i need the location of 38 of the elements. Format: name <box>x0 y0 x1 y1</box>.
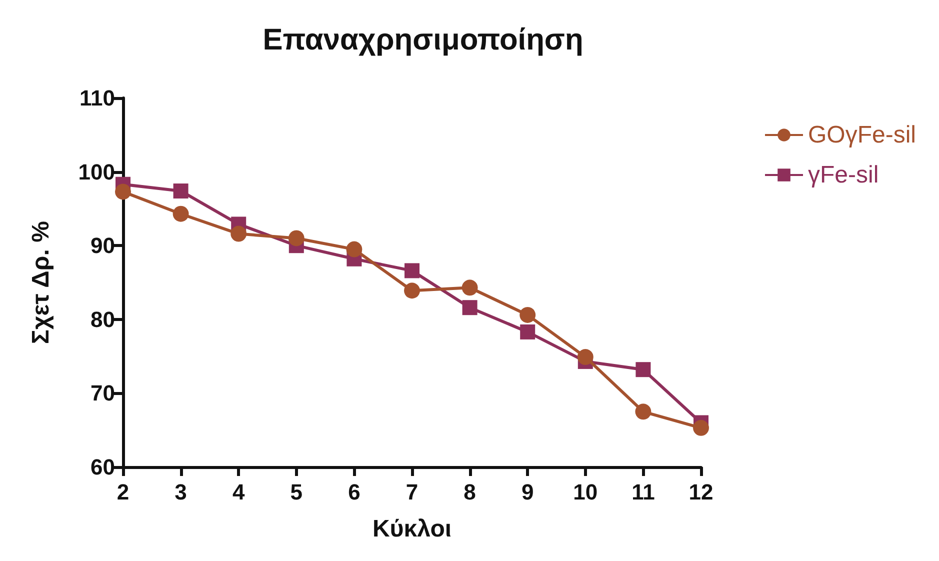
point <box>230 226 247 242</box>
point <box>462 280 478 296</box>
x-tick-label: 3 <box>174 480 187 504</box>
point <box>173 183 188 198</box>
point <box>404 282 420 299</box>
point <box>693 420 709 436</box>
x-tick-label: 5 <box>290 480 303 504</box>
point <box>288 230 304 246</box>
x-tick-label: 2 <box>116 480 130 504</box>
y-axis-title: Σχετ Δρ. % <box>28 221 54 344</box>
chart-title: Επαναχρησιμοποίηση <box>262 24 584 56</box>
point <box>520 306 536 323</box>
point <box>636 362 651 378</box>
y-tick-label: 80 <box>90 306 115 332</box>
point <box>520 324 536 340</box>
point <box>404 263 420 278</box>
point <box>635 404 652 420</box>
y-tick-label: 70 <box>90 380 115 406</box>
x-axis-title: Κύκλοι <box>372 516 452 542</box>
point <box>115 184 131 200</box>
legend-label: γFe-sil <box>808 162 879 188</box>
y-tick-label: 110 <box>80 86 115 110</box>
y-tick-label: 60 <box>90 454 115 480</box>
x-tick-label: 10 <box>573 480 598 504</box>
legend-label: GOγFe-sil <box>808 122 916 148</box>
x-tick-label: 4 <box>232 480 246 504</box>
x-tick-label: 12 <box>688 480 714 504</box>
point <box>462 300 478 316</box>
y-tick-label: 100 <box>78 159 115 184</box>
point <box>172 206 189 222</box>
x-tick-label: 9 <box>521 480 534 504</box>
y-tick-label: 90 <box>90 233 115 258</box>
x-tick-label: 11 <box>632 480 655 504</box>
point <box>346 241 362 258</box>
point <box>577 349 594 366</box>
x-tick-label: 8 <box>464 480 476 504</box>
x-tick-label: 7 <box>406 480 418 504</box>
x-tick-label: 6 <box>348 480 360 504</box>
